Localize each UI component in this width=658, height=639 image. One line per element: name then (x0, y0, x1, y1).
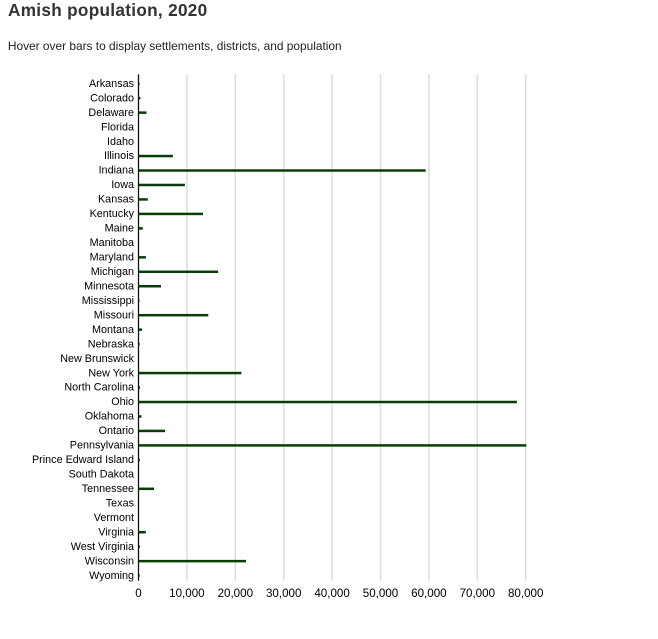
svg-text:Nebraska: Nebraska (88, 338, 134, 350)
svg-text:Pennsylvania: Pennsylvania (70, 440, 134, 452)
svg-text:Virginia: Virginia (98, 526, 134, 538)
svg-text:Maryland: Maryland (90, 252, 134, 264)
svg-text:Texas: Texas (106, 498, 135, 510)
svg-text:West Virginia: West Virginia (71, 541, 134, 553)
svg-text:Wyoming: Wyoming (89, 570, 134, 582)
svg-text:Colorado: Colorado (90, 92, 134, 104)
svg-text:Montana: Montana (92, 324, 134, 336)
svg-text:Illinois: Illinois (104, 150, 135, 162)
svg-text:North Carolina: North Carolina (64, 382, 134, 394)
svg-text:30,000: 30,000 (266, 587, 301, 600)
svg-text:New York: New York (88, 367, 134, 379)
svg-text:10,000: 10,000 (169, 587, 204, 600)
svg-text:70,000: 70,000 (460, 587, 495, 600)
svg-text:Maine: Maine (105, 223, 134, 235)
svg-text:Oklahoma: Oklahoma (85, 411, 134, 423)
svg-text:Minnesota: Minnesota (84, 281, 134, 293)
svg-text:Iowa: Iowa (111, 179, 134, 191)
svg-text:Tennessee: Tennessee (82, 483, 134, 495)
svg-text:20,000: 20,000 (218, 587, 253, 600)
svg-text:Indiana: Indiana (99, 165, 134, 177)
svg-text:Idaho: Idaho (107, 136, 134, 148)
svg-text:Ontario: Ontario (99, 425, 134, 437)
svg-text:Manitoba: Manitoba (90, 237, 134, 249)
svg-text:Mississippi: Mississippi (82, 295, 134, 307)
svg-text:Delaware: Delaware (88, 107, 134, 119)
svg-text:New Brunswick: New Brunswick (60, 353, 134, 365)
svg-text:Vermont: Vermont (94, 512, 134, 524)
svg-text:Missouri: Missouri (94, 309, 134, 321)
svg-text:Michigan: Michigan (91, 266, 134, 278)
svg-text:60,000: 60,000 (411, 587, 446, 600)
svg-text:Arkansas: Arkansas (89, 78, 135, 90)
svg-text:50,000: 50,000 (363, 587, 398, 600)
svg-text:40,000: 40,000 (314, 587, 349, 600)
svg-text:Prince Edward Island: Prince Edward Island (32, 454, 134, 466)
svg-text:0: 0 (135, 587, 141, 600)
svg-text:80,000: 80,000 (508, 587, 543, 600)
svg-text:Wisconsin: Wisconsin (85, 555, 134, 567)
svg-text:Kentucky: Kentucky (90, 208, 135, 220)
svg-text:Florida: Florida (101, 121, 134, 133)
svg-text:Kansas: Kansas (98, 194, 135, 206)
svg-text:Ohio: Ohio (111, 396, 134, 408)
svg-text:South Dakota: South Dakota (69, 469, 134, 481)
